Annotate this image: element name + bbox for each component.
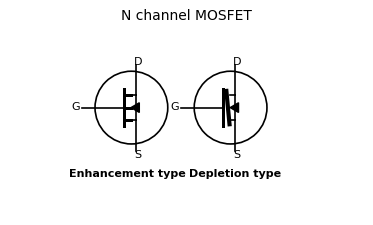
Polygon shape — [230, 103, 238, 113]
Polygon shape — [131, 103, 140, 113]
Text: S: S — [134, 149, 141, 159]
Text: S: S — [233, 149, 240, 159]
Text: D: D — [134, 57, 142, 67]
Text: G: G — [71, 102, 79, 112]
Text: N channel MOSFET: N channel MOSFET — [121, 9, 252, 23]
Text: Depletion type: Depletion type — [189, 169, 281, 178]
Text: G: G — [170, 102, 179, 112]
Text: Enhancement type: Enhancement type — [69, 169, 185, 178]
Text: D: D — [233, 57, 242, 67]
